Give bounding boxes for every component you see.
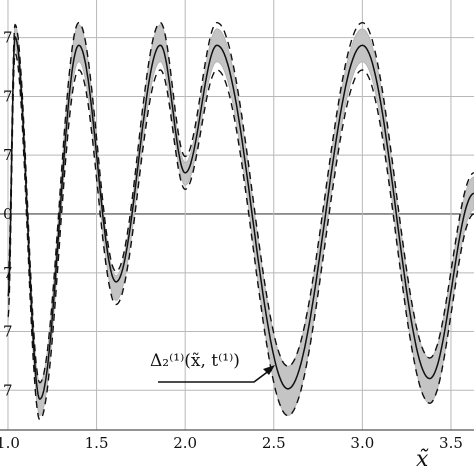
y-tick-label: 7 xyxy=(3,322,13,340)
x-tick-label: 3.0 xyxy=(350,434,374,452)
tick-labels: 1.0 1.5 2.0 2.5 3.0 3.5 7 7 7 0 7 7 7 xyxy=(0,29,463,452)
x-axis-label: x̃ xyxy=(416,447,429,472)
annotation-arrow xyxy=(158,369,271,383)
y-tick-label: 7 xyxy=(3,381,13,399)
x-tick-label: 2.0 xyxy=(173,434,197,452)
x-tick-label: 1.5 xyxy=(85,434,109,452)
spread-band xyxy=(7,24,474,417)
x-tick-label: 1.0 xyxy=(0,434,20,452)
x-tick-label: 2.5 xyxy=(262,434,286,452)
solid-curve xyxy=(7,35,474,400)
lower-dashed-curve xyxy=(7,52,474,421)
curves xyxy=(7,21,474,421)
annotation-arrowhead xyxy=(263,365,275,375)
annotation: Δ₂⁽¹⁾(x̃, t⁽¹⁾) xyxy=(150,351,275,383)
y-tick-label: 0 xyxy=(3,205,13,223)
y-tick-label: 7 xyxy=(3,146,13,164)
y-tick-label: 7 xyxy=(3,87,13,105)
y-tick-label: 7 xyxy=(3,264,13,282)
upper-dashed-curve xyxy=(7,21,474,384)
annotation-label: Δ₂⁽¹⁾(x̃, t⁽¹⁾) xyxy=(150,351,240,371)
x-tick-label: 3.5 xyxy=(439,434,463,452)
y-tick-label: 7 xyxy=(3,29,13,47)
spread-band-area xyxy=(7,24,474,417)
